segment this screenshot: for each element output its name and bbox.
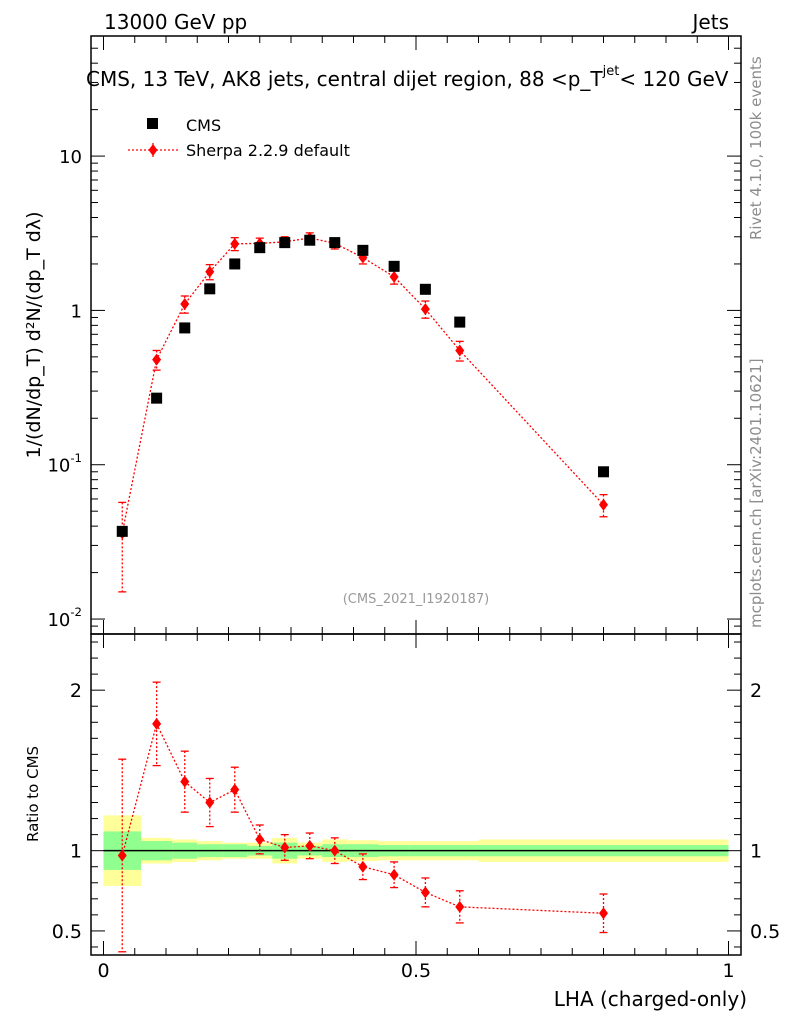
mcplots-label: mcplots.cern.ch [arXiv:2401.10621] <box>747 358 765 628</box>
sherpa-point <box>205 265 215 278</box>
sherpa-point <box>230 237 240 250</box>
main-title: CMS, 13 TeV, AK8 jets, central dijet reg… <box>86 64 729 91</box>
ratio-y-tick-label-right: 2 <box>750 680 762 702</box>
energy-label: 13000 GeV pp <box>104 10 247 34</box>
sherpa-line <box>121 237 604 534</box>
sherpa-point <box>389 270 399 283</box>
cms-point <box>454 316 466 328</box>
ratio-sherpa-point <box>305 839 315 852</box>
ratio-sherpa-error-bar <box>599 893 608 934</box>
legend-cms-label: CMS <box>186 116 221 135</box>
cms-point <box>357 244 369 256</box>
ratio-y-tick-label: 2 <box>70 680 82 702</box>
x-tick-label: 1 <box>722 960 734 982</box>
cms-point <box>329 237 341 249</box>
sherpa-point <box>152 353 162 366</box>
ratio-sherpa-point <box>420 886 430 899</box>
category-label: Jets <box>691 10 729 34</box>
ratio-sherpa-point <box>455 900 465 913</box>
cms-point <box>151 392 163 404</box>
ratio-sherpa-point <box>117 849 127 862</box>
ratio-y-tick-label: 0.5 <box>52 921 82 943</box>
cms-point <box>179 322 191 334</box>
cms-point <box>204 283 216 295</box>
ratio-sherpa-error-bar <box>180 750 189 813</box>
legend-sherpa-label: Sherpa 2.2.9 default <box>186 141 350 160</box>
cms-point <box>254 242 266 254</box>
cms-point <box>279 237 291 249</box>
x-tick-label: 0.5 <box>401 960 431 982</box>
ratio-sherpa-point <box>205 796 215 809</box>
ratio-sherpa-point <box>255 833 265 846</box>
sherpa-point <box>180 298 190 311</box>
ratio-sherpa-point <box>152 717 162 730</box>
cms-point <box>419 283 431 295</box>
cms-point <box>598 466 609 478</box>
ratio-sherpa-point <box>599 907 608 920</box>
ratio-sherpa-error-bar <box>421 877 430 908</box>
ratio-plot-frame <box>90 633 742 956</box>
ratio-sherpa-point <box>180 775 190 788</box>
cms-point <box>116 525 128 537</box>
ratio-y-tick-label: 1 <box>70 841 82 863</box>
sherpa-error-bar <box>118 501 127 593</box>
ratio-y-tick-label-right: 1 <box>750 841 762 863</box>
sherpa-point <box>455 344 465 357</box>
ratio-sherpa-error-bar <box>255 824 264 855</box>
sherpa-error-bar <box>230 237 239 252</box>
y-tick-label: 10 <box>59 147 82 168</box>
ratio-sherpa-error-bar <box>230 766 239 813</box>
analysis-id: (CMS_2021_I1920187) <box>343 592 490 607</box>
y-tick-label: 10-1​ <box>47 451 82 477</box>
sherpa-point <box>599 498 608 511</box>
y-tick-label: 1 <box>71 301 82 322</box>
sherpa-point <box>420 303 430 316</box>
ratio-sherpa-point <box>330 844 340 857</box>
legend-sherpa-marker <box>148 144 158 156</box>
ratio-sherpa-point <box>358 860 368 873</box>
y-tick-label: 10-2​ <box>47 605 82 631</box>
ratio-panel: 0.5 0.5 1 1 2 2 0 0.5 1 Ratio to CMS LHA (charge… <box>24 633 780 1011</box>
legend-cms-marker <box>147 118 158 129</box>
main-ylabel: 1/(dN/dp_T) d²N/(dp_T dλ) <box>23 212 45 459</box>
ratio-ylabel: Ratio to CMS <box>24 746 42 842</box>
sherpa-error-bar <box>599 493 608 518</box>
x-axis-label: LHA (charged-only) <box>554 987 747 1011</box>
y-axis-label-text: 1/(dN/dp_T) d²N/(dp_T dλ) <box>23 212 45 459</box>
legend: CMS Sherpa 2.2.9 default <box>128 116 350 160</box>
ratio-sherpa-point <box>280 841 290 854</box>
cms-point <box>304 234 316 246</box>
ratio-sherpa-line <box>121 722 604 914</box>
x-tick-label: 0 <box>97 960 109 982</box>
rivet-label: Rivet 4.1.0, 100k events <box>747 56 765 240</box>
main-panel: 10-2​ 10-1​ 1 10 CMS, 13 TeV, AK8 jets, cen… <box>23 35 742 635</box>
ratio-y-tick-label-right: 0.5 <box>750 921 780 943</box>
ratio-sherpa-point <box>230 783 240 796</box>
cms-point <box>388 260 400 272</box>
ratio-sherpa-point <box>389 868 399 881</box>
cms-point <box>229 258 241 270</box>
